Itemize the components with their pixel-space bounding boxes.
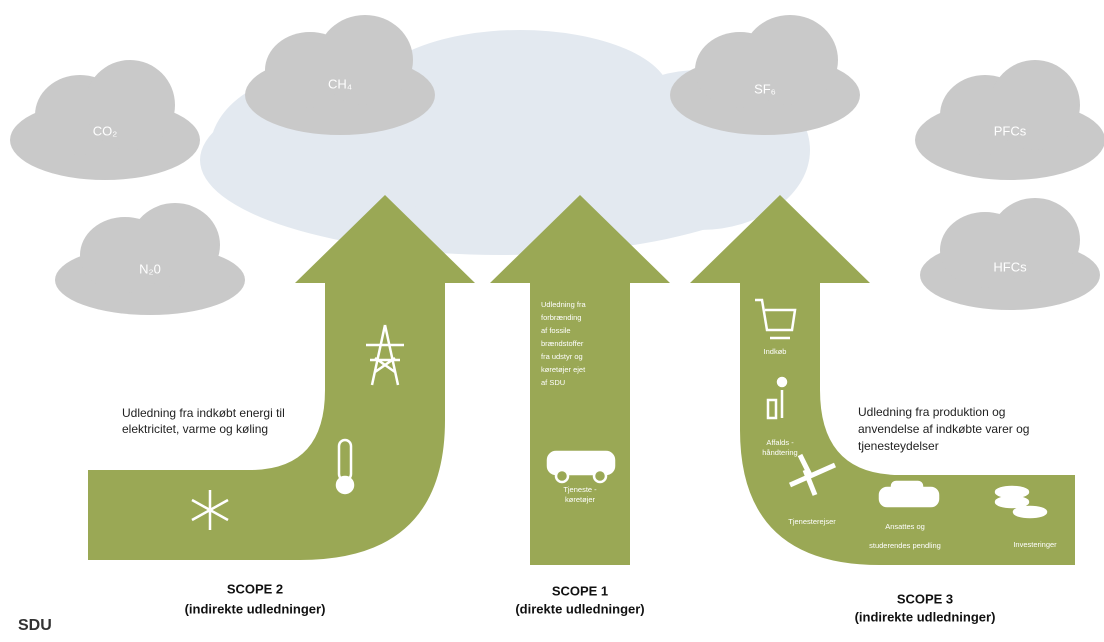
scope3-description: anvendelse af indkøbte varer og [858,422,1029,436]
gas-clouds [10,15,1104,315]
scope1-description: køretøjer ejet [541,365,586,374]
gas-label: SF₆ [754,81,776,96]
scope2-arrow [88,195,475,560]
icon-label: studerendes pendling [869,541,941,550]
icon-label: Affalds - [766,438,794,447]
icon-label: Tjeneste - [563,485,597,494]
gas-label: N₂0 [139,261,161,276]
scope-title: SCOPE 1 [552,583,608,598]
scope3-description: tjenesteydelser [858,439,939,453]
icon-label: køretøjer [565,495,596,504]
scope3-description: Udledning fra produktion og [858,405,1005,419]
icons [191,298,1048,530]
scope-title: SCOPE 2 [227,581,283,596]
scope1-arrow [490,195,670,565]
scope-subtitle: (direkte udledninger) [515,601,644,616]
scope-title: SCOPE 3 [897,591,953,606]
scope3-arrow [690,195,1075,565]
icon-label: håndtering [762,448,797,457]
gas-label: CH₄ [328,76,352,91]
icon-label: Investeringer [1013,540,1057,549]
scope1-description: af fossile [541,326,571,335]
scope2-description: Udledning fra indkøbt energi til [122,406,285,420]
gas-label: HFCs [993,259,1027,274]
icon-label: Indkøb [764,347,787,356]
scope-subtitle: (indirekte udledninger) [185,601,326,616]
logo: SDU [18,617,52,634]
scope1-description: brændstoffer [541,339,584,348]
icon-label: Ansattes og [885,522,925,531]
gas-label: CO₂ [93,123,118,138]
icon-label: Tjenesterejser [788,517,836,526]
scope2-description: elektricitet, varme og køling [122,422,268,436]
gas-label: PFCs [994,123,1027,138]
scope1-description: fra udstyr og [541,352,583,361]
scope1-description: af SDU [541,378,565,387]
scope1-description: forbrænding [541,313,581,322]
scope1-description: Udledning fra [541,300,586,309]
scope-subtitle: (indirekte udledninger) [855,609,996,624]
